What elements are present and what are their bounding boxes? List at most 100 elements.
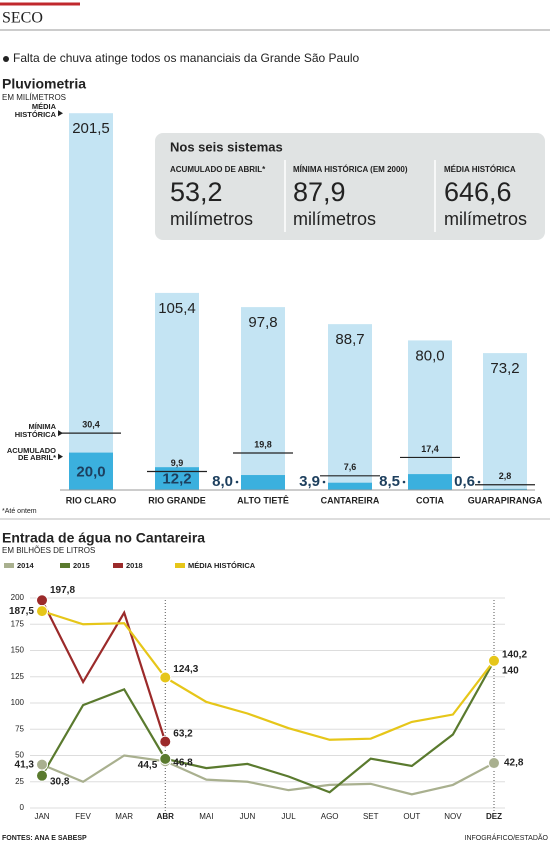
summary-label: ACUMULADO DE ABRIL* bbox=[170, 165, 266, 174]
summary-value: 53,2 bbox=[170, 177, 223, 207]
subtitle: Falta de chuva atinge todos os mananciai… bbox=[13, 51, 360, 65]
line bbox=[41, 754, 495, 796]
dot bbox=[477, 480, 481, 484]
category-label: CANTAREIRA bbox=[321, 495, 380, 505]
bar-historical bbox=[483, 353, 527, 490]
point bbox=[36, 758, 48, 771]
line bbox=[41, 610, 495, 741]
series-label: ACUMULADO DE ABRIL* bbox=[6, 445, 56, 463]
summary-value: 87,9 bbox=[293, 177, 346, 207]
y-tick-label: 125 bbox=[11, 672, 25, 681]
data-label: 41,3 bbox=[15, 759, 35, 770]
chart-title: Pluviometria bbox=[2, 76, 86, 92]
x-tick-label: MAR bbox=[115, 812, 133, 821]
x-tick-label: JAN bbox=[34, 812, 49, 821]
legend-swatch bbox=[60, 563, 70, 568]
legend-label: 2018 bbox=[126, 561, 143, 570]
x-tick-label: OUT bbox=[403, 812, 420, 821]
category-label: ALTO TIETÊ bbox=[237, 494, 289, 505]
dot bbox=[402, 480, 406, 484]
bar-label: 20,0 bbox=[76, 463, 105, 480]
legend-swatch bbox=[4, 563, 14, 568]
bar-label: 9,9 bbox=[171, 458, 184, 468]
bullet bbox=[3, 56, 9, 62]
data-label: 140,2 bbox=[502, 649, 527, 660]
y-tick-label: 0 bbox=[20, 803, 25, 812]
bar-historical bbox=[155, 292, 199, 490]
summary-unit: milímetros bbox=[444, 209, 527, 229]
y-tick-label: 100 bbox=[11, 698, 25, 707]
data-label: 140 bbox=[502, 666, 519, 677]
x-tick-label: JUN bbox=[240, 812, 256, 821]
x-tick-label: JUL bbox=[281, 812, 296, 821]
y-tick-label: 50 bbox=[15, 751, 24, 760]
point bbox=[36, 769, 48, 782]
bar-label: 105,4 bbox=[158, 300, 196, 317]
bar-label: 88,7 bbox=[335, 331, 364, 348]
sources: FONTES: ANA E SABESP bbox=[2, 835, 87, 842]
bar-accumulated bbox=[241, 475, 285, 490]
data-label: 44,5 bbox=[138, 760, 158, 771]
chart-title: Entrada de água no Cantareira bbox=[2, 530, 205, 546]
x-tick-label: AGO bbox=[321, 812, 339, 821]
dot bbox=[322, 480, 326, 484]
legend-swatch bbox=[113, 563, 123, 568]
series-label: MÍNIMA HISTÓRICA bbox=[14, 422, 56, 440]
bar-label: 12,2 bbox=[162, 471, 191, 488]
note: *Até ontem bbox=[2, 508, 37, 515]
point bbox=[488, 757, 500, 770]
category-label: COTIA bbox=[416, 495, 444, 505]
bar-label: 17,4 bbox=[421, 444, 439, 454]
point bbox=[488, 654, 500, 667]
category-label: RIO CLARO bbox=[66, 495, 117, 505]
data-label: 63,2 bbox=[173, 728, 193, 739]
bar-accumulated bbox=[483, 488, 527, 490]
point bbox=[159, 752, 172, 765]
summary-unit: milímetros bbox=[170, 209, 253, 229]
bar-label: 0,6 bbox=[454, 473, 475, 490]
series-label: MÉDIA HISTÓRICA bbox=[14, 102, 56, 120]
data-label: 30,8 bbox=[50, 776, 70, 787]
legend-label: 2014 bbox=[17, 561, 35, 570]
bar-historical bbox=[241, 307, 285, 490]
chart-subtitle: EM MILÍMETROS bbox=[2, 93, 66, 102]
pointer bbox=[58, 430, 63, 437]
pointer bbox=[58, 453, 63, 460]
legend-label: 2015 bbox=[73, 561, 90, 570]
bar-label: 19,8 bbox=[254, 439, 272, 449]
summary-unit: milímetros bbox=[293, 209, 376, 229]
category-label: RIO GRANDE bbox=[148, 495, 206, 505]
y-tick-label: 175 bbox=[11, 619, 25, 628]
bar-label: 8,5 bbox=[379, 473, 400, 490]
point bbox=[159, 735, 172, 748]
bar-label: 73,2 bbox=[490, 360, 519, 377]
x-tick-label: MAI bbox=[199, 812, 213, 821]
data-label: 124,3 bbox=[173, 664, 198, 675]
data-label: 42,8 bbox=[504, 758, 524, 769]
point bbox=[36, 594, 48, 607]
bar-label: 2,8 bbox=[499, 471, 512, 481]
data-label: 197,8 bbox=[50, 585, 75, 596]
bar-label: 201,5 bbox=[72, 120, 110, 137]
bar-accumulated bbox=[408, 474, 452, 490]
bar-label: 30,4 bbox=[82, 420, 100, 430]
line bbox=[41, 599, 167, 742]
data-label: 46,8 bbox=[173, 758, 193, 769]
bar-historical bbox=[328, 324, 372, 490]
section: SECO bbox=[2, 10, 43, 27]
data-label: 187,5 bbox=[9, 606, 34, 617]
summary-title: Nos seis sistemas bbox=[170, 139, 283, 154]
point bbox=[159, 671, 172, 684]
bar-historical bbox=[69, 113, 113, 490]
y-tick-label: 75 bbox=[15, 724, 24, 733]
line bbox=[41, 660, 495, 794]
bar-accumulated bbox=[69, 452, 113, 490]
chart-subtitle: EM BILHÕES DE LITROS bbox=[2, 546, 95, 555]
summary-label: MÉDIA HISTÓRICA bbox=[444, 165, 516, 174]
y-tick-label: 25 bbox=[15, 777, 24, 786]
dot bbox=[235, 480, 239, 484]
x-tick-label: NOV bbox=[444, 812, 462, 821]
summary-value: 646,6 bbox=[444, 177, 512, 207]
x-tick-label: SET bbox=[363, 812, 379, 821]
